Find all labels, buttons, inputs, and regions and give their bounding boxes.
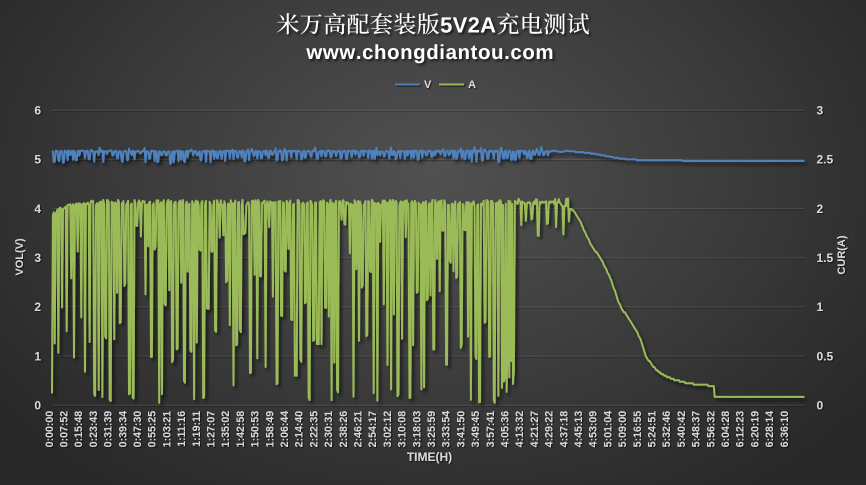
svg-text:2:30:31: 2:30:31 (323, 411, 335, 448)
svg-text:6:20:19: 6:20:19 (749, 411, 761, 448)
svg-text:5:32:46: 5:32:46 (661, 411, 673, 448)
svg-text:5:16:55: 5:16:55 (632, 411, 644, 448)
svg-text:2:54:17: 2:54:17 (367, 411, 379, 448)
svg-text:VOL(V): VOL(V) (14, 238, 26, 276)
svg-text:1:42:58: 1:42:58 (235, 411, 247, 448)
svg-text:5:56:32: 5:56:32 (705, 411, 717, 448)
svg-text:2: 2 (817, 202, 824, 216)
svg-text:A: A (468, 79, 476, 91)
svg-text:3: 3 (34, 251, 41, 265)
svg-text:5:24:51: 5:24:51 (647, 411, 659, 448)
svg-text:3:57:41: 3:57:41 (485, 411, 497, 448)
svg-text:1:03:21: 1:03:21 (161, 411, 173, 448)
svg-text:6:28:14: 6:28:14 (764, 411, 776, 448)
svg-text:1.5: 1.5 (817, 251, 834, 265)
svg-text:2:22:35: 2:22:35 (308, 411, 320, 448)
svg-text:5:40:42: 5:40:42 (676, 411, 688, 448)
svg-text:4:29:22: 4:29:22 (544, 411, 556, 448)
svg-text:0:47:30: 0:47:30 (132, 411, 144, 448)
svg-text:3:10:08: 3:10:08 (397, 411, 409, 448)
svg-text:3:02:12: 3:02:12 (382, 411, 394, 448)
svg-text:0:23:43: 0:23:43 (88, 411, 100, 448)
svg-text:1: 1 (34, 349, 41, 363)
svg-text:5:01:04: 5:01:04 (602, 411, 614, 448)
svg-text:4:45:13: 4:45:13 (573, 411, 585, 448)
svg-text:3:41:50: 3:41:50 (455, 411, 467, 448)
svg-text:0:15:48: 0:15:48 (73, 411, 85, 448)
svg-text:0:39:34: 0:39:34 (117, 411, 129, 448)
svg-text:2:38:26: 2:38:26 (338, 411, 350, 448)
svg-text:2: 2 (34, 300, 41, 314)
svg-text:1:27:07: 1:27:07 (206, 411, 218, 448)
svg-text:0: 0 (34, 399, 41, 413)
svg-text:5:48:37: 5:48:37 (691, 411, 703, 448)
svg-text:6: 6 (34, 103, 41, 117)
svg-text:5: 5 (34, 153, 41, 167)
svg-text:4:53:09: 4:53:09 (588, 411, 600, 448)
svg-text:4:05:36: 4:05:36 (500, 411, 512, 448)
svg-text:4:37:18: 4:37:18 (558, 411, 570, 448)
svg-text:TIME(H): TIME(H) (407, 450, 452, 464)
svg-text:4: 4 (34, 202, 41, 216)
svg-text:0: 0 (817, 399, 824, 413)
svg-text:6:12:23: 6:12:23 (735, 411, 747, 448)
svg-text:1:58:49: 1:58:49 (264, 411, 276, 448)
svg-text:3:25:59: 3:25:59 (426, 411, 438, 448)
svg-text:2:06:44: 2:06:44 (279, 411, 291, 448)
svg-text:6:36:10: 6:36:10 (779, 411, 791, 448)
svg-text:V: V (424, 79, 432, 91)
svg-text:3:49:45: 3:49:45 (470, 411, 482, 448)
svg-text:1:50:53: 1:50:53 (250, 411, 262, 448)
svg-text:2:14:40: 2:14:40 (294, 411, 306, 448)
svg-text:6:04:28: 6:04:28 (720, 411, 732, 448)
svg-text:5:09:00: 5:09:00 (617, 411, 629, 448)
svg-text:4:13:32: 4:13:32 (514, 411, 526, 448)
svg-text:0.5: 0.5 (817, 349, 834, 363)
svg-text:0:07:52: 0:07:52 (59, 411, 71, 448)
svg-text:1: 1 (817, 300, 824, 314)
svg-text:CUR(A): CUR(A) (836, 235, 848, 274)
svg-text:3:33:54: 3:33:54 (441, 411, 453, 448)
svg-text:1:11:16: 1:11:16 (176, 411, 188, 447)
svg-text:0:31:39: 0:31:39 (103, 411, 115, 448)
svg-text:0:00:00: 0:00:00 (44, 411, 56, 448)
svg-text:3:18:03: 3:18:03 (411, 411, 423, 448)
svg-text:2:46:21: 2:46:21 (353, 411, 365, 448)
svg-text:4:21:27: 4:21:27 (529, 411, 541, 448)
svg-text:3: 3 (817, 103, 824, 117)
svg-text:2.5: 2.5 (817, 153, 834, 167)
svg-text:1:35:02: 1:35:02 (220, 411, 232, 448)
svg-text:1:19:11: 1:19:11 (191, 411, 203, 447)
svg-text:0:55:25: 0:55:25 (147, 411, 159, 448)
